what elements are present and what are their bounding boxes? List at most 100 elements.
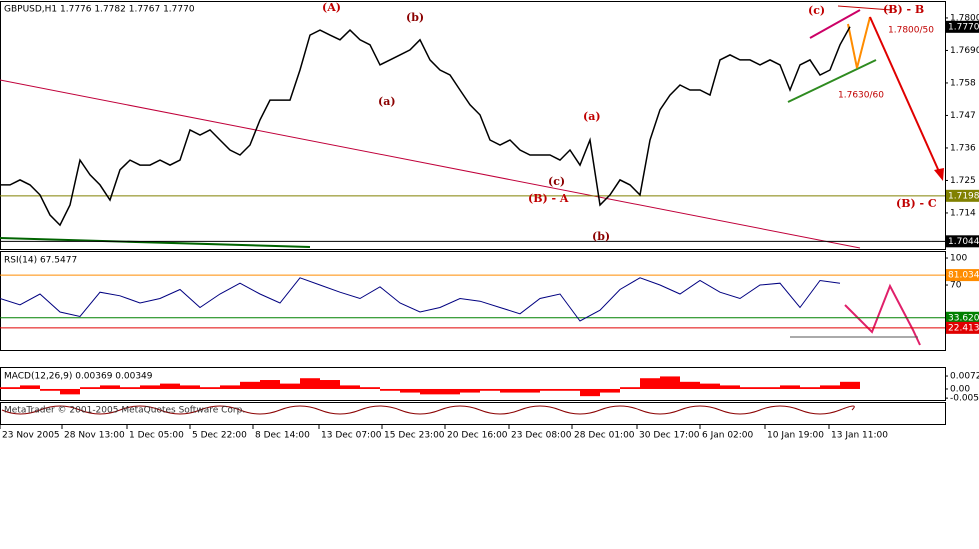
arrow-head [934,168,944,181]
histogram-bar [240,381,260,389]
wave-label: (a) [378,95,396,108]
histogram-bar [580,388,600,397]
y-tick-label: -0.0051 [950,394,979,404]
histogram-bar [760,387,780,389]
indicator-line [1,405,855,415]
x-tick-label: 28 Dec 01:00 [574,431,635,441]
y-tick-label: 1.736 [950,143,976,153]
x-tick-label: 10 Jan 19:00 [767,431,824,441]
level-label-box [946,321,979,334]
x-tick-label: 5 Dec 22:00 [192,431,247,441]
histogram-bar [560,388,580,391]
price-pane [0,1,946,250]
wave-label: 1.7630/60 [838,91,884,101]
histogram-bar [0,387,20,389]
x-tick-label: 23 Dec 08:00 [511,431,572,441]
wave-label: (B) - B [883,3,924,16]
histogram-bar [620,387,640,389]
wave-label: (B) - C [896,197,937,210]
y-tick-label: 0.00722 [950,372,979,382]
indicator-pane [0,402,946,425]
x-tick-label: 30 Dec 17:00 [639,431,700,441]
channel-line [809,9,861,39]
y-tick-label: 100 [950,254,967,264]
wave-label: (c) [808,4,825,17]
x-tick-label: 28 Nov 13:00 [64,431,125,441]
y-tick-label: 1.747 [950,111,976,121]
histogram-bar [600,388,620,393]
histogram-bar [100,385,120,389]
series-line [0,277,841,322]
x-tick-label: 6 Jan 02:00 [702,431,754,441]
histogram-bar [640,378,660,389]
x-tick-label: 23 Nov 2005 [2,431,60,441]
histogram-bar [280,383,300,389]
histogram-bar [340,385,360,389]
histogram-bar [680,381,700,389]
wave-label: (a) [583,110,601,123]
y-tick-label: 1.725 [950,176,976,186]
histogram-bar [200,387,220,389]
histogram-bar [460,388,480,393]
histogram-bar [740,387,760,389]
histogram-bar [40,388,60,391]
x-tick-label: 1 Dec 05:00 [129,431,184,441]
histogram-bar [720,385,740,389]
channel-line [787,59,877,103]
series-line [0,26,851,227]
projection [847,16,871,69]
y-tick-label: 1.7800 [950,13,979,23]
level-label: 1.7198 [948,191,979,201]
histogram-bar [840,381,860,389]
wave-label: 1.7800/50 [888,26,934,36]
rsi-pane [0,251,946,351]
macd-pane [0,367,946,401]
histogram-bar [80,387,100,389]
wave-label: (b) [406,11,424,24]
x-tick-label: 20 Dec 16:00 [447,431,508,441]
x-tick-label: 8 Dec 14:00 [255,431,310,441]
level-label-box [946,269,979,282]
trend-line [0,237,311,248]
histogram-bar [500,388,520,393]
histogram-bar [820,385,840,389]
projection [844,283,921,346]
x-tick-label: 15 Dec 23:00 [384,431,445,441]
wave-label: (A) [322,1,341,14]
level-label: 1.7770 [948,22,979,32]
histogram-bar [520,388,540,393]
trend-line [0,79,861,249]
watermark: MetaTrader © 2001-2005 MetaQuotes Softwa… [4,406,245,416]
histogram-bar [400,388,420,393]
histogram-bar [320,380,340,389]
histogram-bar [360,387,380,389]
histogram-bar [780,385,800,389]
level-label: 1.7044 [948,237,979,247]
histogram-bar [540,388,560,391]
histogram-bar [420,388,440,395]
wave-label: (b) [592,230,610,243]
histogram-bar [220,385,240,389]
level-label: 81.0345 [948,271,979,281]
y-tick-label: 1.714 [950,208,976,218]
y-tick-label: 1.758 [950,78,976,88]
level-label-box [946,189,979,202]
y-tick-label: 0.00 [950,384,970,394]
histogram-bar [440,388,460,395]
histogram-bar [660,376,680,389]
histogram-bar [180,385,200,389]
histogram-bar [800,387,820,389]
histogram-bar [60,388,80,395]
pane-title: GBPUSD,H1 1.7776 1.7782 1.7767 1.7770 [4,5,195,15]
level-label-box [946,235,979,248]
projection-arrow [869,16,942,177]
level-label: 33.6207 [948,313,979,323]
x-tick-label: 13 Jan 11:00 [831,431,888,441]
histogram-bar [120,387,140,389]
level-label-box [946,311,979,324]
pane-title: MACD(12,26,9) 0.00369 0.00349 [4,372,153,382]
wave-label: (c) [548,175,565,188]
histogram-bar [140,385,160,389]
